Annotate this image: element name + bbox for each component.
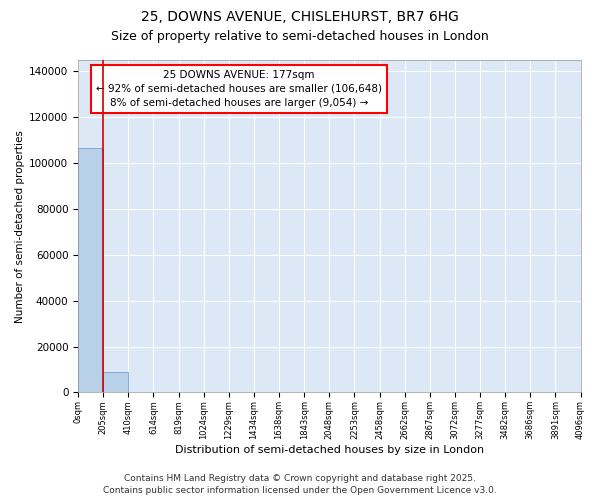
Text: 25 DOWNS AVENUE: 177sqm
← 92% of semi-detached houses are smaller (106,648)
8% o: 25 DOWNS AVENUE: 177sqm ← 92% of semi-de… <box>96 70 382 108</box>
Bar <box>103 372 128 392</box>
Y-axis label: Number of semi-detached properties: Number of semi-detached properties <box>15 130 25 322</box>
Text: Contains HM Land Registry data © Crown copyright and database right 2025.
Contai: Contains HM Land Registry data © Crown c… <box>103 474 497 495</box>
Bar <box>78 148 103 392</box>
Text: Size of property relative to semi-detached houses in London: Size of property relative to semi-detach… <box>111 30 489 43</box>
X-axis label: Distribution of semi-detached houses by size in London: Distribution of semi-detached houses by … <box>175 445 484 455</box>
Text: 25, DOWNS AVENUE, CHISLEHURST, BR7 6HG: 25, DOWNS AVENUE, CHISLEHURST, BR7 6HG <box>141 10 459 24</box>
